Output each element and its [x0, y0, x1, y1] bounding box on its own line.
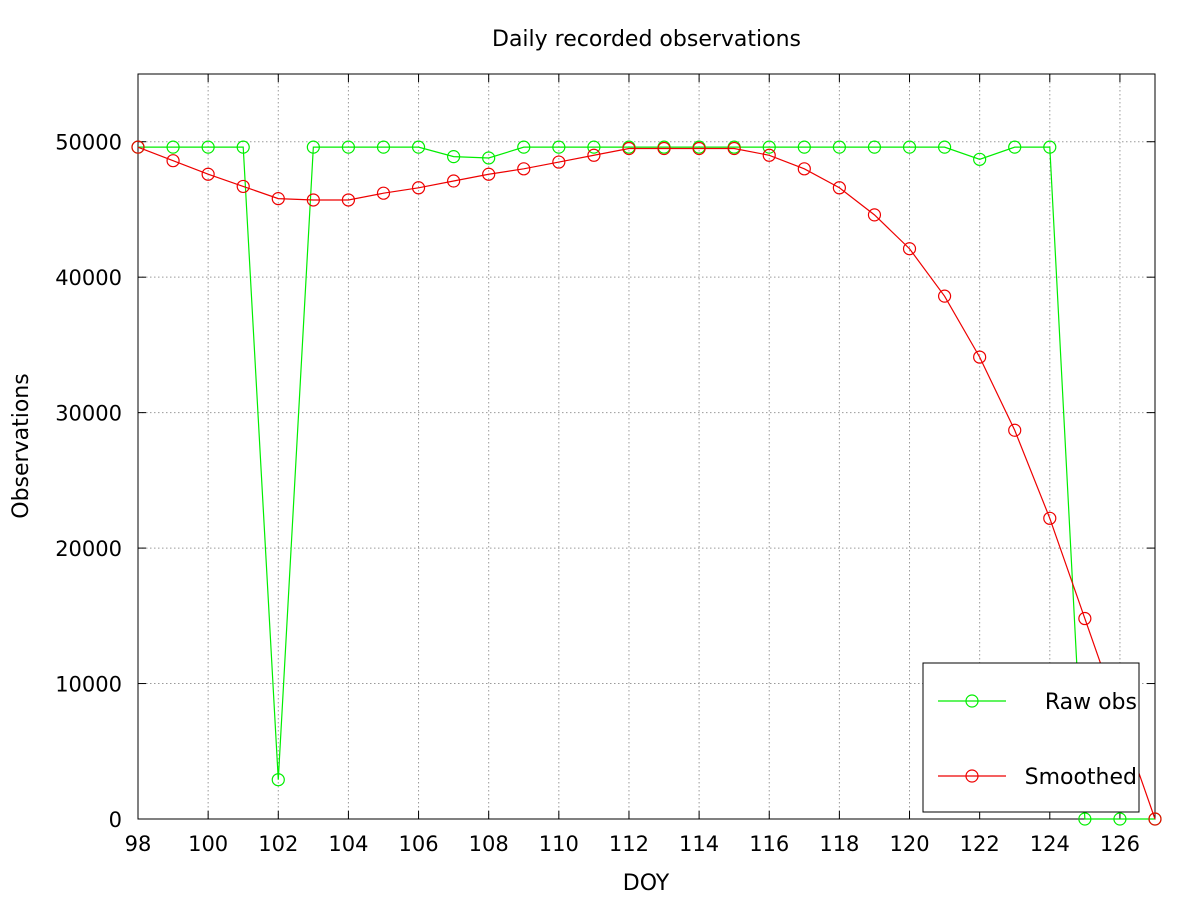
- data-point: [937, 289, 952, 303]
- legend-swatch-marker: [965, 769, 979, 783]
- legend-swatch-marker: [965, 694, 979, 708]
- data-point: [832, 181, 846, 195]
- y-tick-label: 10000: [55, 673, 122, 697]
- data-point: [797, 140, 811, 154]
- data-point: [867, 208, 882, 222]
- data-point: [166, 154, 180, 168]
- data-point: [271, 192, 285, 206]
- legend-box: [922, 662, 1140, 813]
- data-point: [201, 167, 215, 181]
- data-point: [727, 141, 741, 156]
- x-tick-label: 114: [679, 832, 719, 856]
- x-tick-label: 98: [125, 832, 152, 856]
- data-point: [341, 140, 356, 154]
- data-point: [482, 151, 496, 165]
- data-point: [797, 162, 811, 176]
- data-point: [552, 140, 566, 154]
- y-tick-label: 50000: [55, 131, 122, 155]
- data-point: [657, 141, 671, 156]
- data-point: [832, 140, 846, 154]
- data-point: [587, 140, 601, 154]
- data-point: [902, 242, 917, 256]
- data-point: [376, 140, 391, 154]
- data-point: [867, 140, 882, 154]
- y-tick-label: 20000: [55, 537, 122, 561]
- data-point: [482, 167, 496, 181]
- x-tick-label: 110: [539, 832, 579, 856]
- axes-layer: 98 100 102 104 106 108 110 112 114 116 118 120 122 12…: [55, 73, 1156, 856]
- data-point: [1148, 812, 1162, 826]
- data-point: [1078, 611, 1092, 626]
- data-point: [271, 773, 285, 787]
- data-point: [973, 152, 987, 166]
- y-tick-label: 30000: [55, 402, 122, 426]
- series-layer: [131, 140, 1162, 826]
- x-tick-label: 108: [469, 832, 509, 856]
- data-point: [1043, 511, 1057, 525]
- x-tick-label: 116: [749, 832, 789, 856]
- data-point: [411, 181, 426, 195]
- data-point: [1043, 140, 1057, 154]
- data-point: [692, 141, 706, 156]
- legend: Raw obs Smoothed: [922, 662, 1140, 813]
- x-tick-label: 118: [819, 832, 859, 856]
- x-tick-label: 120: [889, 832, 929, 856]
- data-point: [236, 179, 250, 194]
- data-point: [411, 140, 426, 154]
- data-point: [937, 140, 952, 154]
- y-axis-label: Observations: [9, 373, 34, 518]
- data-point: [447, 174, 461, 188]
- chart-title: Daily recorded observations: [492, 27, 801, 52]
- legend-label: Smoothed: [1025, 765, 1137, 790]
- x-axis-label: DOY: [623, 871, 670, 896]
- data-point: [552, 155, 566, 169]
- data-point: [201, 140, 215, 154]
- x-tick-label: 102: [258, 832, 298, 856]
- y-tick-label: 0: [109, 808, 122, 832]
- x-tick-label: 104: [328, 832, 368, 856]
- data-point: [1008, 423, 1022, 437]
- x-tick-label: 100: [188, 832, 228, 856]
- data-point: [306, 140, 320, 154]
- data-point: [622, 141, 636, 156]
- data-point: [762, 148, 776, 162]
- plot-border: [137, 73, 1156, 820]
- x-tick-label: 124: [1030, 832, 1070, 856]
- data-point: [587, 148, 601, 162]
- data-point: [306, 193, 320, 207]
- data-point: [341, 193, 356, 207]
- legend-label: Raw obs: [1045, 690, 1137, 715]
- x-tick-label: 112: [609, 832, 649, 856]
- y-tick-label: 40000: [55, 266, 122, 290]
- x-tick-label: 126: [1100, 832, 1140, 856]
- data-point: [1008, 140, 1022, 154]
- series-2: [131, 140, 1162, 826]
- data-point: [517, 162, 531, 176]
- x-tick-label: 106: [399, 832, 439, 856]
- data-point: [166, 140, 180, 154]
- data-point: [131, 140, 145, 154]
- x-tick-label: 122: [960, 832, 1000, 856]
- data-point: [447, 150, 461, 164]
- data-point: [236, 140, 250, 154]
- data-point: [762, 140, 776, 154]
- data-point: [1113, 812, 1127, 826]
- data-point: [1078, 812, 1092, 826]
- data-point: [973, 350, 987, 364]
- data-point: [517, 140, 531, 154]
- data-point: [902, 140, 917, 154]
- data-point: [376, 186, 391, 200]
